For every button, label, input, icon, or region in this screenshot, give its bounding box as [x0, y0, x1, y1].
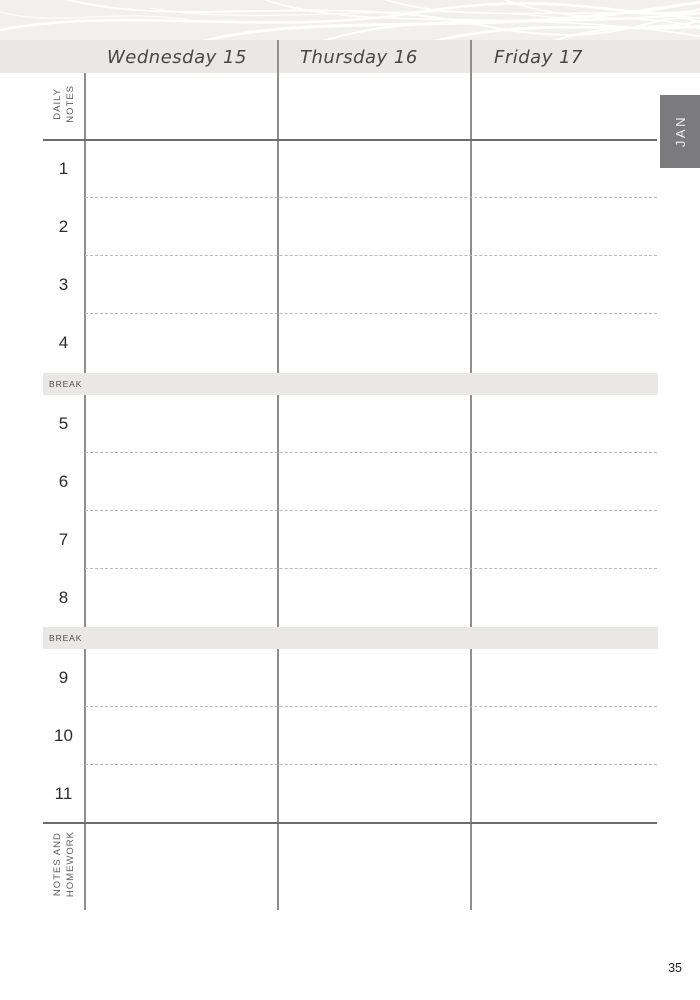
page-number: 35	[668, 961, 682, 975]
period-number-3: 3	[58, 275, 69, 294]
dashed-row-line	[85, 197, 657, 198]
day-header-friday: Friday 17	[494, 47, 583, 68]
dashed-row-line	[85, 452, 657, 453]
daily-notes-label: DAILY NOTES	[52, 85, 76, 123]
notes-homework-label: NOTES AND HOMEWORK	[52, 831, 76, 898]
day-header-wednesday: Wednesday 15	[107, 47, 247, 68]
day-header-thursday: Thursday 16	[300, 47, 418, 68]
dashed-row-line	[85, 255, 657, 256]
break-label: BREAK	[49, 633, 83, 643]
swirl-lines-art	[0, 0, 700, 40]
period-number-8: 8	[58, 588, 69, 607]
period-number-2: 2	[58, 217, 69, 236]
column-divider-wed-thu	[277, 40, 279, 910]
dashed-row-line	[85, 764, 657, 765]
notes-homework-top-rule	[43, 822, 657, 824]
period-number-6: 6	[58, 472, 69, 491]
period-number-5: 5	[58, 414, 69, 433]
label-column-divider	[84, 73, 86, 910]
period-number-4: 4	[58, 333, 69, 352]
dashed-row-line	[85, 313, 657, 314]
column-divider-thu-fri	[470, 40, 472, 910]
dashed-row-line	[85, 568, 657, 569]
daily-notes-bottom-rule	[43, 139, 657, 141]
decorative-header-art	[0, 0, 700, 40]
period-number-1: 1	[58, 159, 69, 178]
day-header-band	[0, 40, 700, 73]
period-number-9: 9	[58, 668, 69, 687]
month-tab-label: JAN	[672, 115, 688, 148]
period-number-7: 7	[58, 530, 69, 549]
break-row-2: BREAK	[43, 627, 658, 649]
dashed-row-line	[85, 510, 657, 511]
break-label: BREAK	[49, 379, 83, 389]
month-tab-jan[interactable]: JAN	[660, 95, 700, 168]
period-number-10: 10	[54, 726, 73, 745]
break-row-1: BREAK	[43, 373, 658, 395]
dashed-row-line	[85, 706, 657, 707]
period-number-11: 11	[54, 784, 73, 803]
